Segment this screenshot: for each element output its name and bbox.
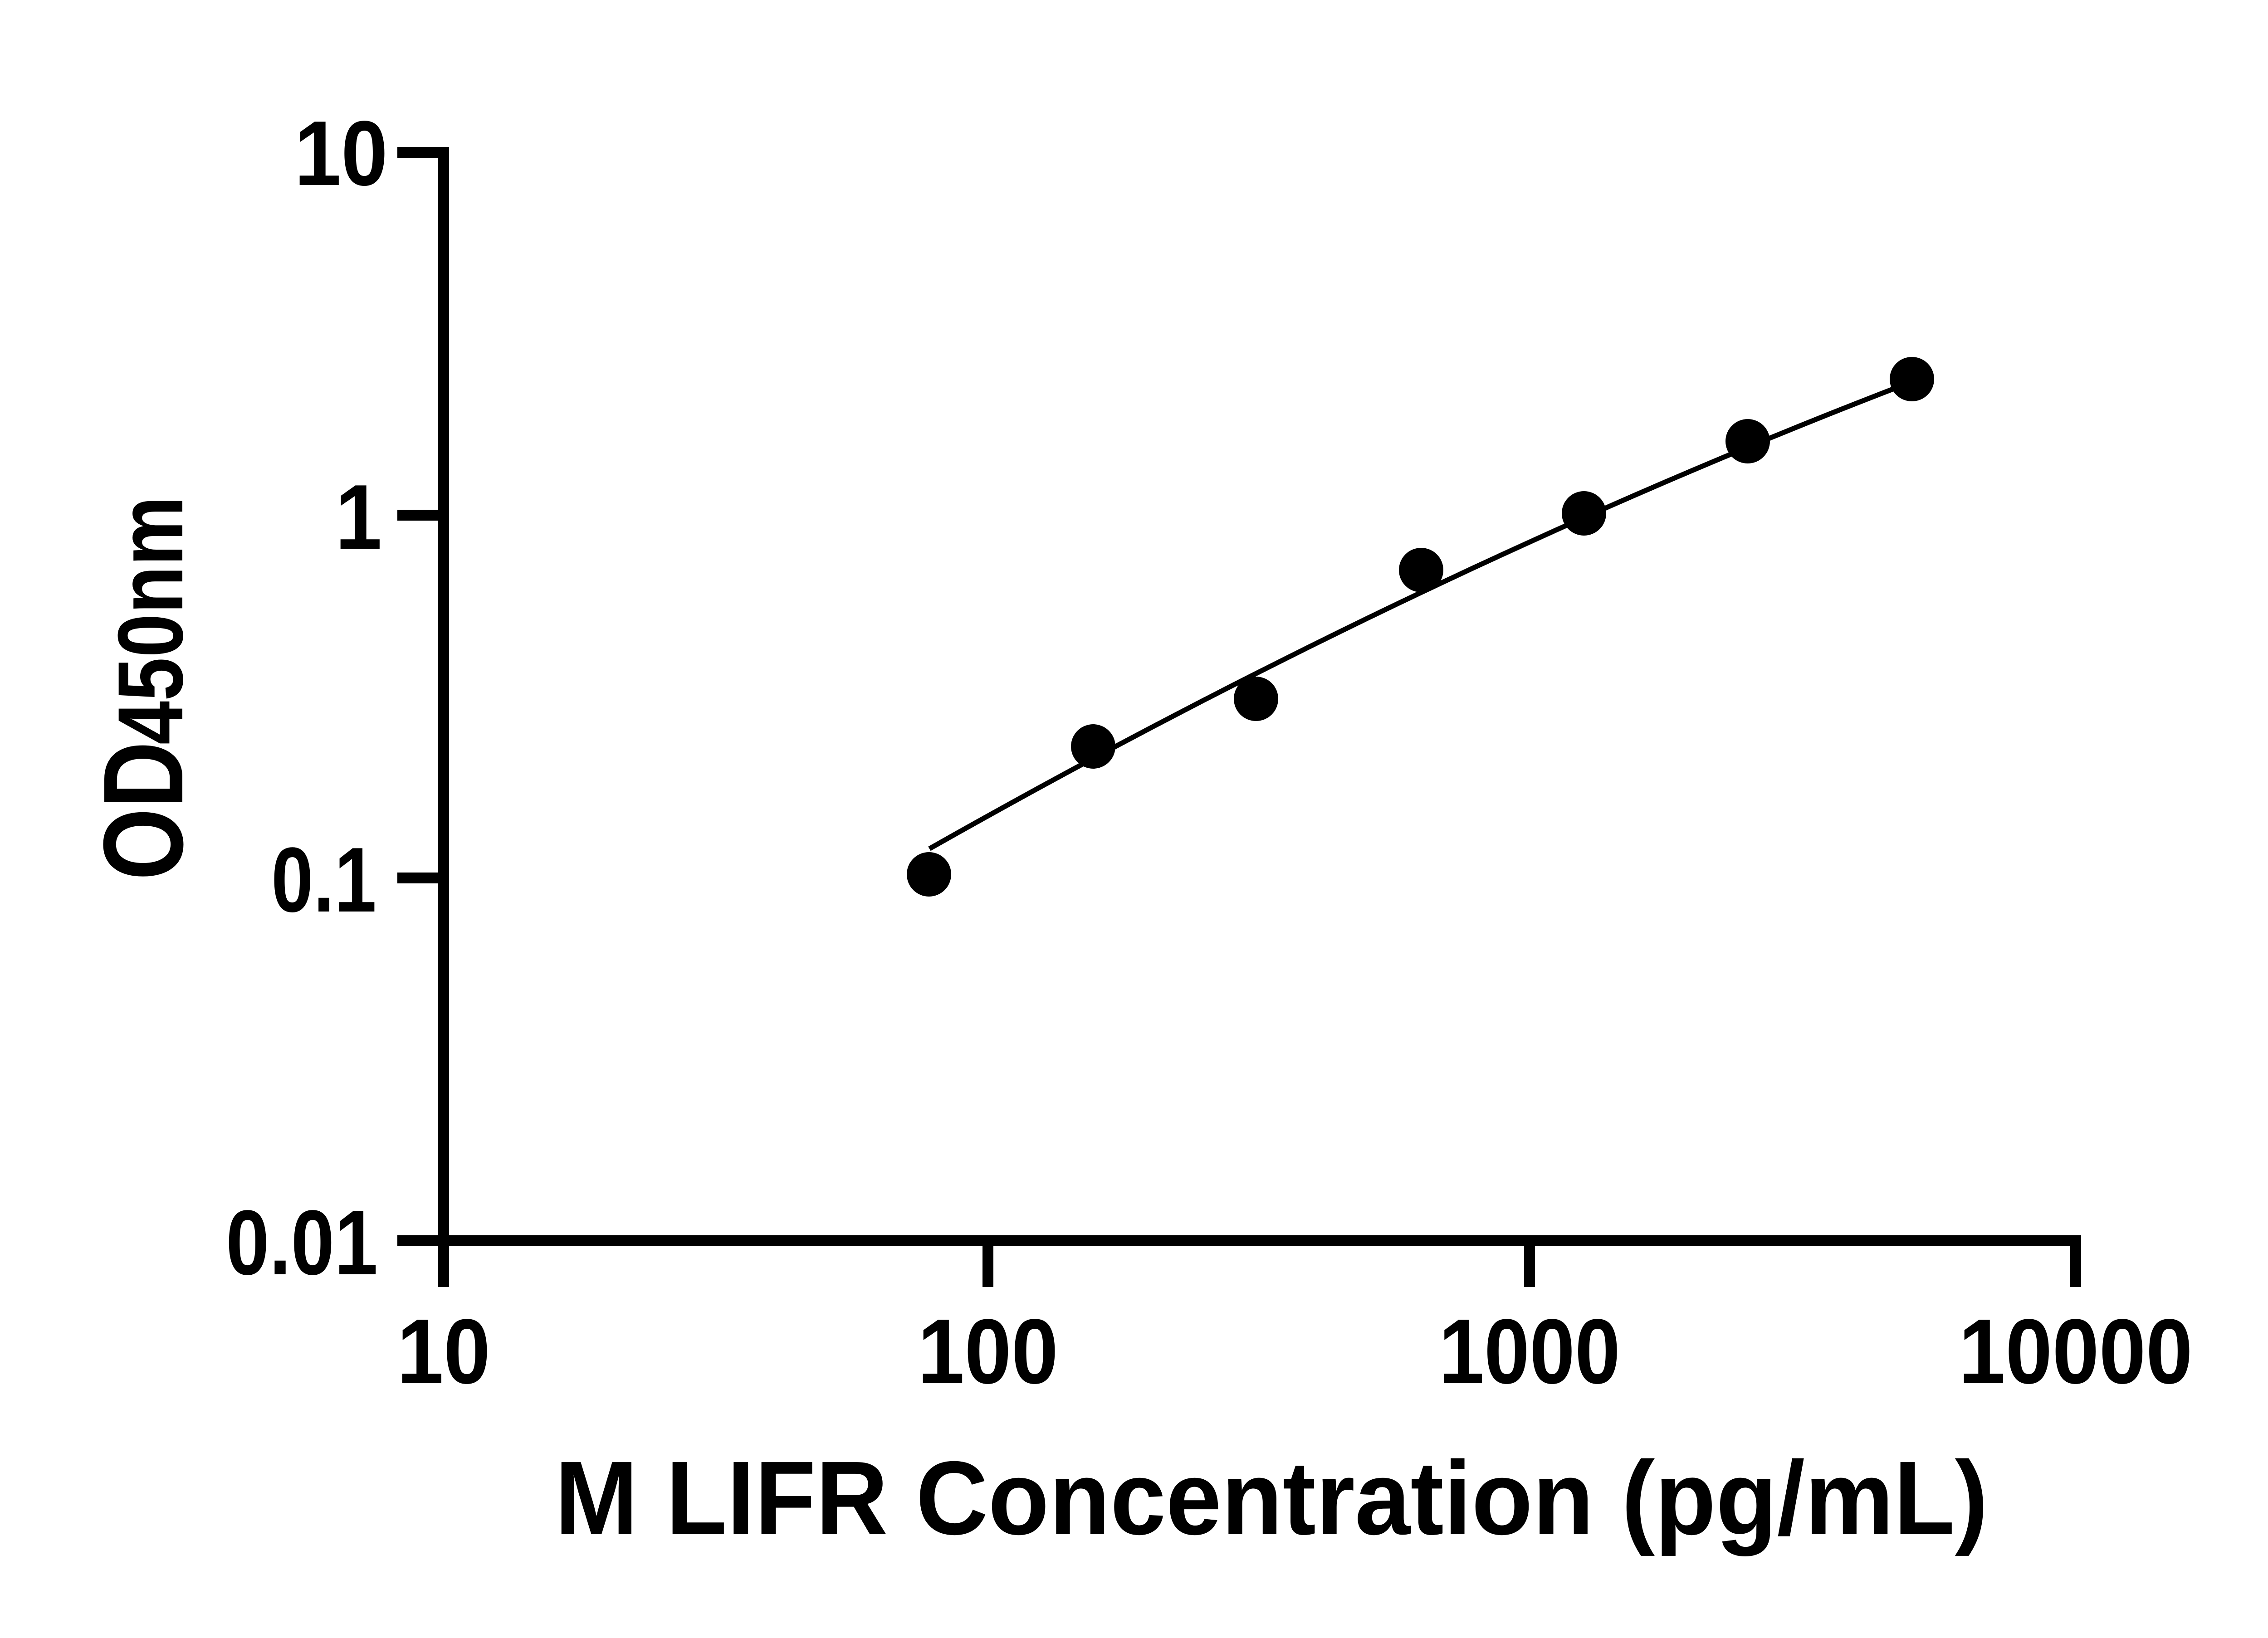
svg-text:10: 10 [397, 1300, 490, 1403]
svg-text:1: 1 [335, 466, 382, 569]
svg-text:0.1: 0.1 [271, 829, 376, 931]
svg-text:0.01: 0.01 [226, 1191, 378, 1294]
svg-text:1000: 1000 [1439, 1300, 1620, 1403]
svg-text:10: 10 [294, 102, 388, 205]
svg-text:M LIFR Concentration (pg/mL): M LIFR Concentration (pg/mL) [555, 1439, 1988, 1556]
svg-text:100: 100 [918, 1300, 1058, 1403]
svg-text:450nm: 450nm [99, 496, 202, 745]
svg-text:OD: OD [80, 741, 206, 880]
svg-text:10000: 10000 [1959, 1300, 2193, 1403]
